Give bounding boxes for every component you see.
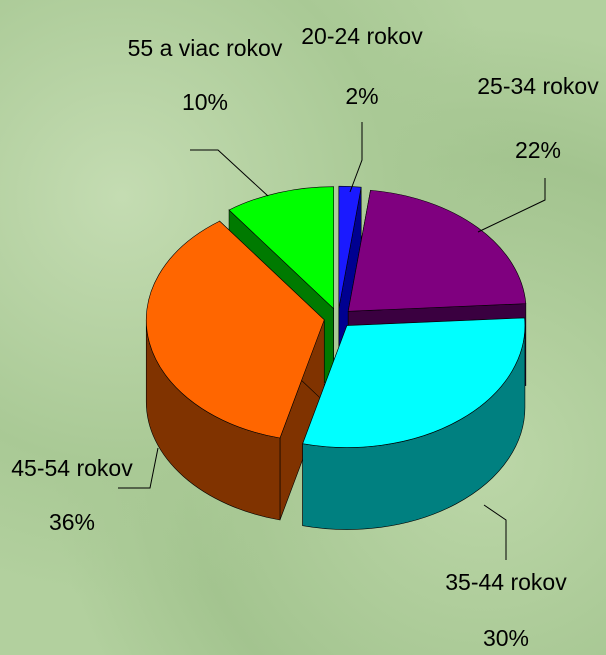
slice-top <box>338 185 362 309</box>
value-label: 2% <box>345 83 378 109</box>
pie-slice <box>145 220 325 521</box>
slice-top <box>302 317 526 448</box>
value-label: 10% <box>182 89 228 115</box>
leader-line <box>477 178 546 233</box>
slice-top <box>228 186 334 310</box>
category-label: 20-24 rokov <box>301 23 423 49</box>
value-label: 36% <box>49 509 95 535</box>
leader-line <box>483 504 507 560</box>
pie-slice <box>302 317 526 530</box>
leader-line <box>118 447 159 489</box>
slice-top <box>347 189 527 312</box>
category-label: 55 a viac rokov <box>128 35 283 61</box>
leader-line <box>190 149 269 197</box>
category-label: 45-54 rokov <box>11 455 133 481</box>
leader-line <box>349 122 363 193</box>
category-label: 35-44 rokov <box>445 569 567 595</box>
category-label: 25-34 rokov <box>477 73 599 99</box>
value-label: 30% <box>483 625 529 651</box>
slice-top <box>146 220 325 439</box>
value-label: 22% <box>515 137 561 163</box>
